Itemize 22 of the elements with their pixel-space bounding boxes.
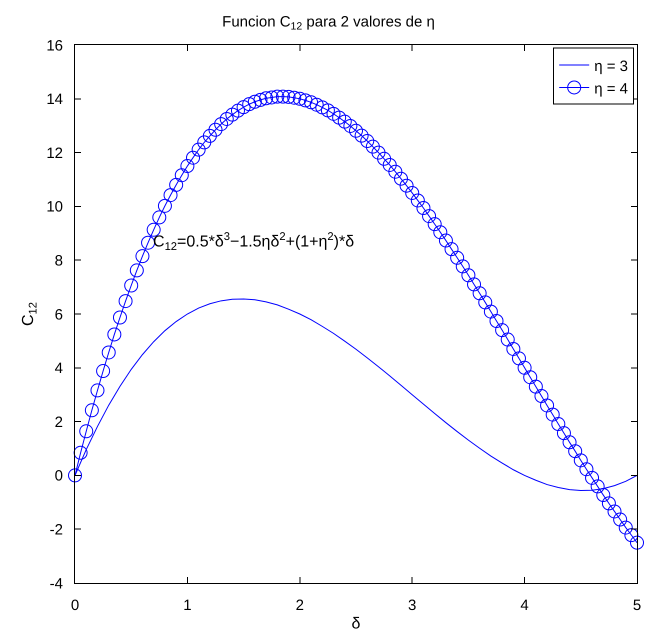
x-tick-label: 2 — [296, 597, 304, 614]
chart-title: Funcion C$_{12}$ para 2 valores de η — [222, 14, 435, 33]
x-tick-label: 5 — [632, 597, 642, 614]
y-tick-label: 12 — [46, 144, 63, 162]
y-tick-label: -4 — [50, 575, 63, 592]
y-tick-label: -2 — [50, 521, 63, 538]
y-tick-label: 6 — [54, 306, 63, 324]
x-tick-label: 4 — [520, 597, 529, 614]
x-tick-label: 3 — [408, 597, 416, 614]
legend-label: η = 3 — [594, 58, 628, 75]
legend-label: η = 4 — [594, 80, 628, 98]
text: =0.5*δ$^{3}$−1.5ηδ$^{2}$+(1+η$^{2}$)*δ — [177, 231, 354, 251]
x-tick-label: 1 — [183, 597, 192, 614]
y-tick-label: 2 — [54, 414, 63, 431]
y-tick-label: 10 — [46, 198, 63, 216]
y-tick-label: 0 — [54, 468, 63, 485]
y-tick-label: 8 — [54, 252, 63, 270]
y-tick-label: 14 — [46, 91, 63, 108]
y-tick-label: 4 — [54, 360, 63, 378]
y-tick-label: 16 — [46, 37, 63, 54]
x-tick-label: 0 — [70, 597, 80, 614]
x-axis-title: δ — [352, 616, 361, 633]
